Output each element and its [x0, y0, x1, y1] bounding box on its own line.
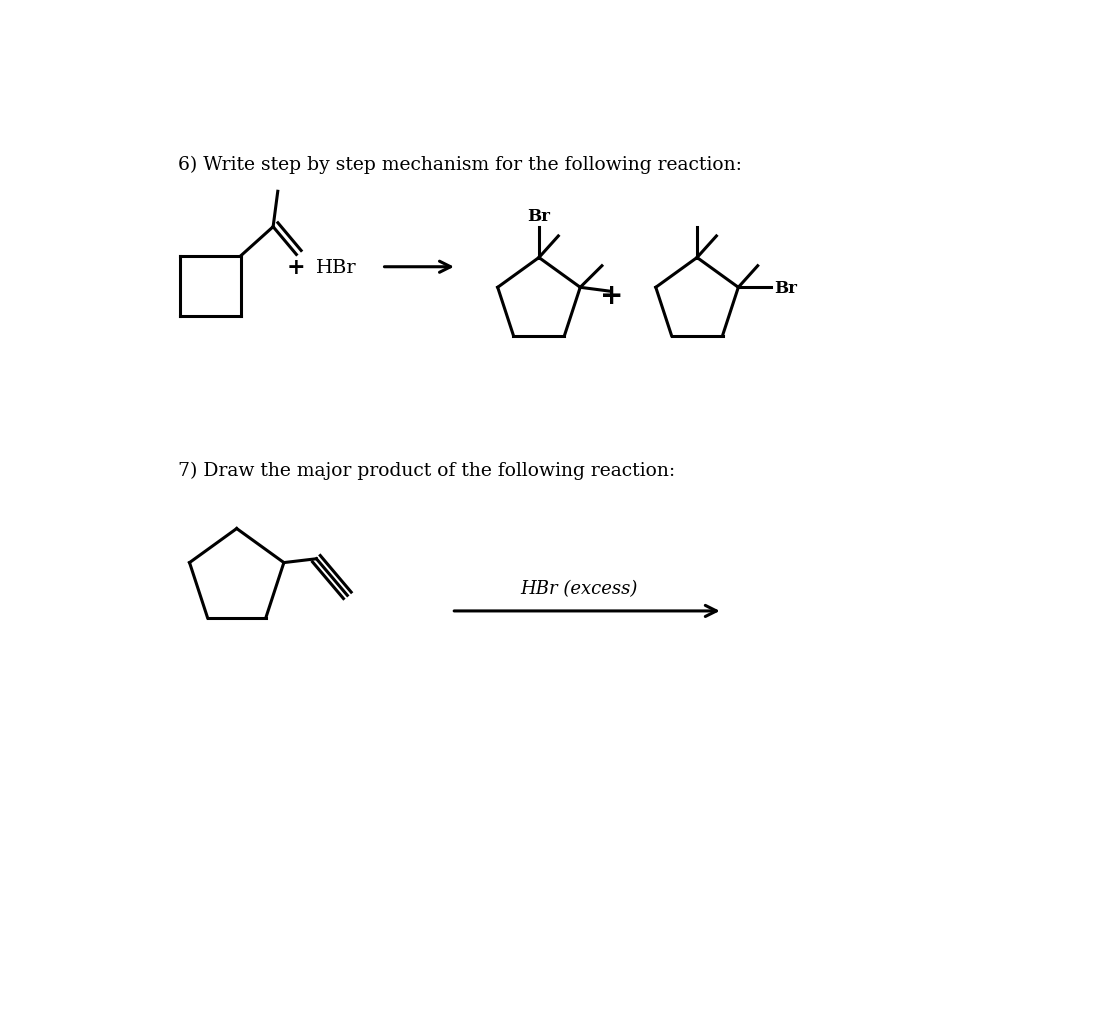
Text: HBr: HBr — [316, 259, 356, 276]
Text: +: + — [601, 282, 624, 310]
Text: +: + — [287, 257, 306, 278]
Text: Br: Br — [774, 279, 798, 296]
Text: 6) Write step by step mechanism for the following reaction:: 6) Write step by step mechanism for the … — [178, 155, 741, 174]
Text: Br: Br — [528, 207, 550, 224]
Text: 7) Draw the major product of the following reaction:: 7) Draw the major product of the followi… — [178, 461, 675, 479]
Text: HBr (excess): HBr (excess) — [520, 579, 638, 598]
